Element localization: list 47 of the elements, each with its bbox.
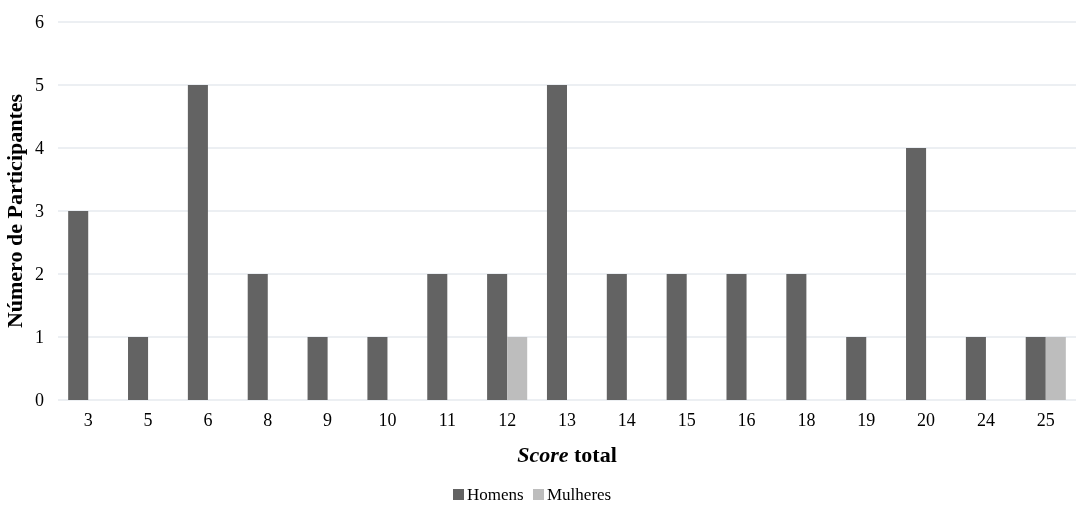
bar	[786, 274, 807, 400]
x-tick-label: 12	[498, 410, 517, 430]
bar	[187, 85, 208, 400]
x-axis-title: Score total	[517, 442, 617, 467]
x-tick-label: 11	[438, 410, 456, 430]
y-tick-label: 5	[35, 75, 44, 96]
legend-label: Homens	[467, 485, 524, 504]
x-tick-label: 14	[617, 410, 636, 430]
bar	[546, 85, 567, 400]
x-tick-label: 10	[378, 410, 397, 430]
bar	[1045, 337, 1066, 400]
bar	[307, 337, 328, 400]
y-tick-label: 6	[35, 12, 44, 33]
bar	[247, 274, 268, 400]
bar	[68, 211, 89, 400]
x-tick-label: 20	[917, 410, 936, 430]
x-tick-label: 19	[857, 410, 876, 430]
bar	[666, 274, 687, 400]
x-tick-label: 16	[737, 410, 756, 430]
x-tick-label: 6	[203, 410, 213, 430]
y-tick-label: 2	[35, 264, 44, 285]
x-tick-label: 5	[143, 410, 153, 430]
bar	[846, 337, 867, 400]
bar	[965, 337, 986, 400]
y-axis-title: Número de Participantes	[2, 93, 27, 329]
x-tick-label: 25	[1036, 410, 1055, 430]
bar	[1025, 337, 1046, 400]
y-tick-label: 3	[35, 201, 44, 222]
bar	[726, 274, 747, 400]
bar	[507, 337, 528, 400]
x-tick-label: 8	[263, 410, 273, 430]
bar	[128, 337, 149, 400]
bar	[367, 337, 388, 400]
y-tick-label: 4	[35, 138, 44, 159]
x-tick-label: 3	[83, 410, 93, 430]
x-tick-label: 9	[323, 410, 333, 430]
y-tick-label: 1	[35, 327, 44, 348]
x-tick-label: 15	[677, 410, 696, 430]
bar	[427, 274, 448, 400]
legend-label: Mulheres	[547, 485, 612, 504]
x-tick-label: 24	[976, 410, 995, 430]
bar	[487, 274, 508, 400]
x-tick-label: 18	[797, 410, 816, 430]
bar	[606, 274, 627, 400]
x-tick-label: 13	[558, 410, 576, 430]
bar	[906, 148, 927, 400]
y-tick-label: 0	[35, 390, 44, 411]
